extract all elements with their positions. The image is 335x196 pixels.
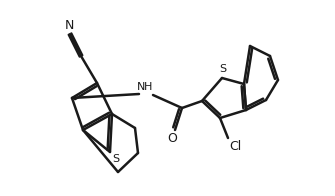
Text: N: N xyxy=(137,82,145,92)
Text: N: N xyxy=(64,19,74,32)
Text: O: O xyxy=(167,132,177,145)
Text: S: S xyxy=(219,64,226,74)
Text: S: S xyxy=(112,154,119,164)
Text: H: H xyxy=(144,82,152,92)
Text: Cl: Cl xyxy=(229,140,241,153)
